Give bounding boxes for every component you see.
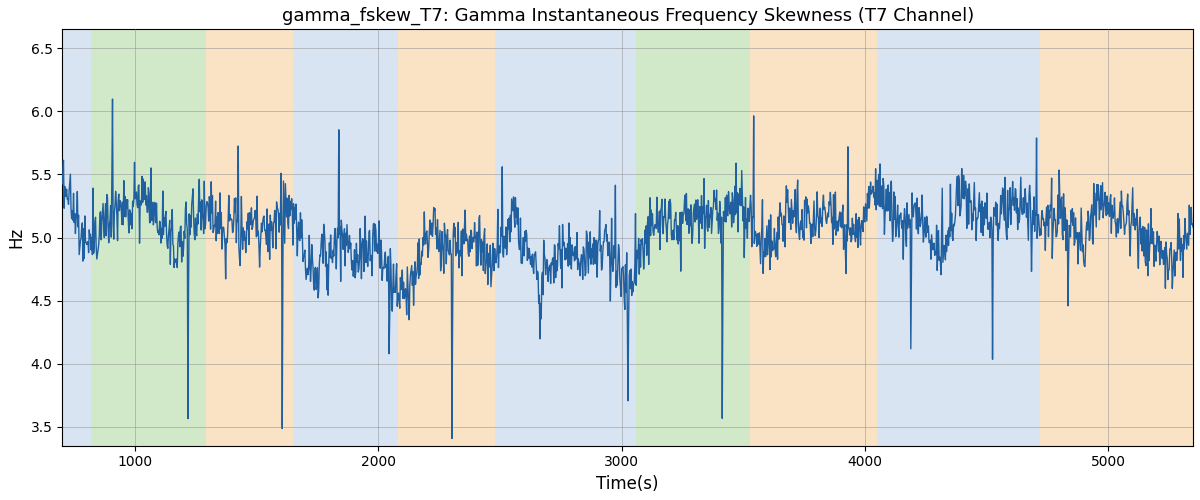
Bar bbox=[636, 30, 750, 446]
Bar bbox=[496, 30, 612, 446]
Bar bbox=[750, 30, 768, 446]
Title: gamma_fskew_T7: Gamma Instantaneous Frequency Skewness (T7 Channel): gamma_fskew_T7: Gamma Instantaneous Freq… bbox=[282, 7, 973, 25]
Y-axis label: Hz: Hz bbox=[7, 227, 25, 248]
Bar bbox=[768, 30, 877, 446]
X-axis label: Time(s): Time(s) bbox=[596, 475, 659, 493]
Bar bbox=[62, 30, 91, 446]
Bar bbox=[293, 30, 311, 446]
Bar bbox=[1040, 30, 1193, 446]
Bar bbox=[1003, 30, 1040, 446]
Bar bbox=[612, 30, 636, 446]
Bar bbox=[311, 30, 398, 446]
Bar bbox=[877, 30, 1003, 446]
Bar bbox=[205, 30, 293, 446]
Bar bbox=[91, 30, 205, 446]
Bar bbox=[398, 30, 496, 446]
